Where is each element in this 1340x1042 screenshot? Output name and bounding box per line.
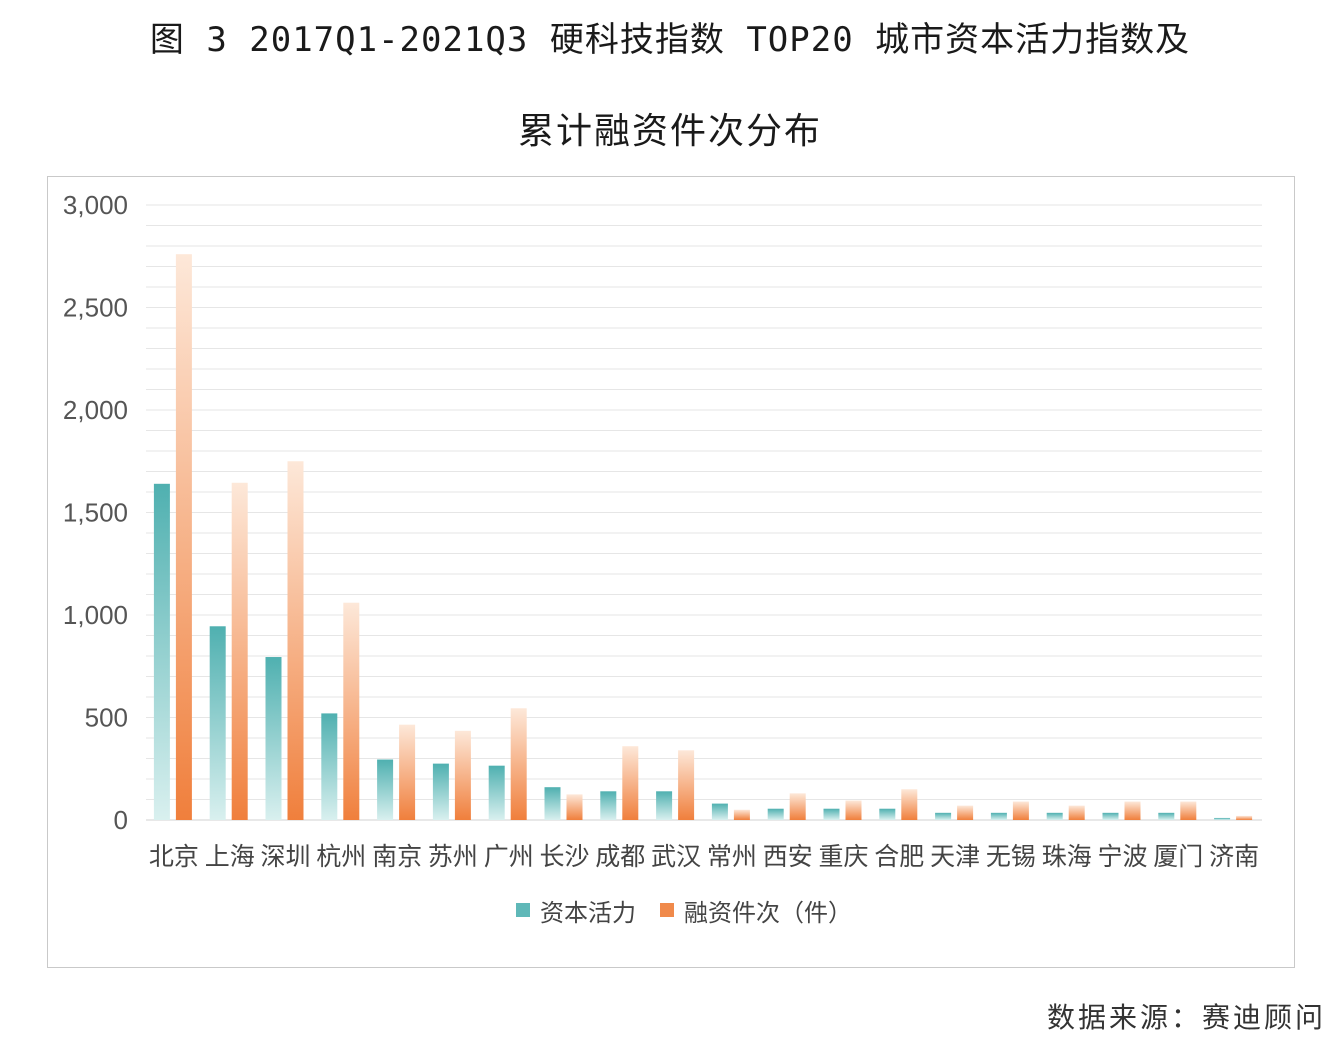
x-tick-label: 天津 bbox=[930, 842, 980, 871]
x-tick-label: 珠海 bbox=[1042, 842, 1092, 871]
bar-financing-count bbox=[510, 708, 527, 820]
bar-capital-vitality bbox=[265, 657, 282, 820]
bar-financing-count bbox=[622, 746, 639, 820]
y-tick-label: 3,000 bbox=[63, 190, 128, 220]
y-tick-label: 1,000 bbox=[63, 600, 128, 630]
bar-capital-vitality bbox=[377, 759, 394, 820]
y-tick-label: 2,500 bbox=[63, 293, 128, 323]
y-tick-label: 0 bbox=[114, 805, 128, 835]
chart-title-line-2: 累计融资件次分布 bbox=[517, 111, 822, 152]
chart-title-line-1: 图 3 2017Q1-2021Q3 硬科技指数 TOP20 城市资本活力指数及 bbox=[149, 20, 1191, 60]
data-source: 数据来源：赛迪顾问 bbox=[1046, 1001, 1326, 1034]
y-tick-label: 2,000 bbox=[63, 395, 128, 425]
x-tick-label: 济南 bbox=[1209, 842, 1259, 871]
bar-financing-count bbox=[901, 789, 918, 820]
bars bbox=[153, 254, 1253, 820]
x-tick-label: 西安 bbox=[763, 842, 813, 871]
bar-capital-vitality bbox=[711, 803, 728, 820]
bar-capital-vitality bbox=[767, 808, 784, 820]
bar-financing-count bbox=[231, 482, 248, 820]
bar-financing-count bbox=[1012, 801, 1029, 820]
x-tick-label: 广州 bbox=[484, 842, 534, 871]
bar-capital-vitality bbox=[153, 483, 170, 820]
bar-financing-count bbox=[957, 805, 974, 820]
chart-frame bbox=[47, 176, 1295, 968]
bar-capital-vitality bbox=[209, 626, 226, 820]
bar-capital-vitality bbox=[1102, 812, 1119, 820]
bar-financing-count bbox=[1180, 801, 1197, 820]
bar-capital-vitality bbox=[935, 812, 952, 820]
bar-capital-vitality bbox=[1214, 817, 1231, 820]
x-tick-label: 长沙 bbox=[539, 842, 589, 871]
bar-capital-vitality bbox=[990, 812, 1007, 820]
bar-financing-count bbox=[1236, 815, 1253, 820]
bar-financing-count bbox=[733, 809, 750, 820]
bar-capital-vitality bbox=[488, 765, 505, 820]
bar-capital-vitality bbox=[1158, 812, 1175, 820]
bar-capital-vitality bbox=[1046, 812, 1063, 820]
bar-capital-vitality bbox=[600, 791, 617, 820]
y-axis-ticks: 3,000 2,500 2,000 1,500 1,000 500 0 bbox=[63, 190, 128, 835]
x-tick-label: 杭州 bbox=[316, 842, 366, 871]
bar-capital-vitality bbox=[656, 791, 673, 820]
x-axis-labels: 北京 上海 深圳 杭州 南京 苏州 广州 长沙 成都 武汉 常州 西安 重庆 合肥 天津 无锡 珠海 宁波 厦门 济南 bbox=[149, 842, 1259, 871]
legend: 资本活力 融资件次（件） bbox=[516, 899, 852, 927]
x-tick-label: 常州 bbox=[707, 842, 757, 871]
bar-capital-vitality bbox=[321, 713, 338, 820]
bar-capital-vitality bbox=[823, 808, 840, 820]
x-tick-label: 武汉 bbox=[651, 842, 701, 871]
bar-capital-vitality bbox=[432, 763, 449, 820]
legend-swatch bbox=[516, 903, 530, 917]
legend-swatch bbox=[660, 903, 674, 917]
x-tick-label: 厦门 bbox=[1153, 842, 1203, 871]
legend-label: 融资件次（件） bbox=[684, 899, 852, 927]
bar-financing-count bbox=[1124, 801, 1141, 820]
x-tick-label: 重庆 bbox=[818, 842, 868, 871]
bar-financing-count bbox=[343, 602, 360, 820]
bar-capital-vitality bbox=[879, 808, 896, 820]
x-tick-label: 宁波 bbox=[1097, 842, 1147, 871]
bar-financing-count bbox=[1068, 805, 1085, 820]
x-tick-label: 北京 bbox=[149, 842, 199, 871]
bar-capital-vitality bbox=[544, 787, 561, 820]
x-tick-label: 无锡 bbox=[986, 842, 1036, 871]
x-tick-label: 上海 bbox=[205, 842, 255, 871]
y-tick-label: 1,500 bbox=[63, 498, 128, 528]
x-tick-label: 南京 bbox=[372, 842, 422, 871]
bar-financing-count bbox=[789, 793, 806, 820]
x-tick-label: 苏州 bbox=[428, 842, 478, 871]
x-tick-label: 成都 bbox=[595, 842, 645, 871]
bar-financing-count bbox=[287, 461, 304, 820]
bar-financing-count bbox=[845, 800, 862, 820]
gridlines bbox=[146, 204, 1262, 821]
y-tick-label: 500 bbox=[85, 703, 128, 733]
bar-financing-count bbox=[454, 730, 471, 820]
bar-financing-count bbox=[399, 724, 416, 820]
bar-financing-count bbox=[175, 254, 192, 820]
x-tick-label: 合肥 bbox=[874, 842, 924, 871]
bar-financing-count bbox=[678, 750, 695, 820]
legend-label: 资本活力 bbox=[540, 899, 636, 927]
bar-financing-count bbox=[566, 794, 583, 820]
x-tick-label: 深圳 bbox=[260, 842, 310, 871]
